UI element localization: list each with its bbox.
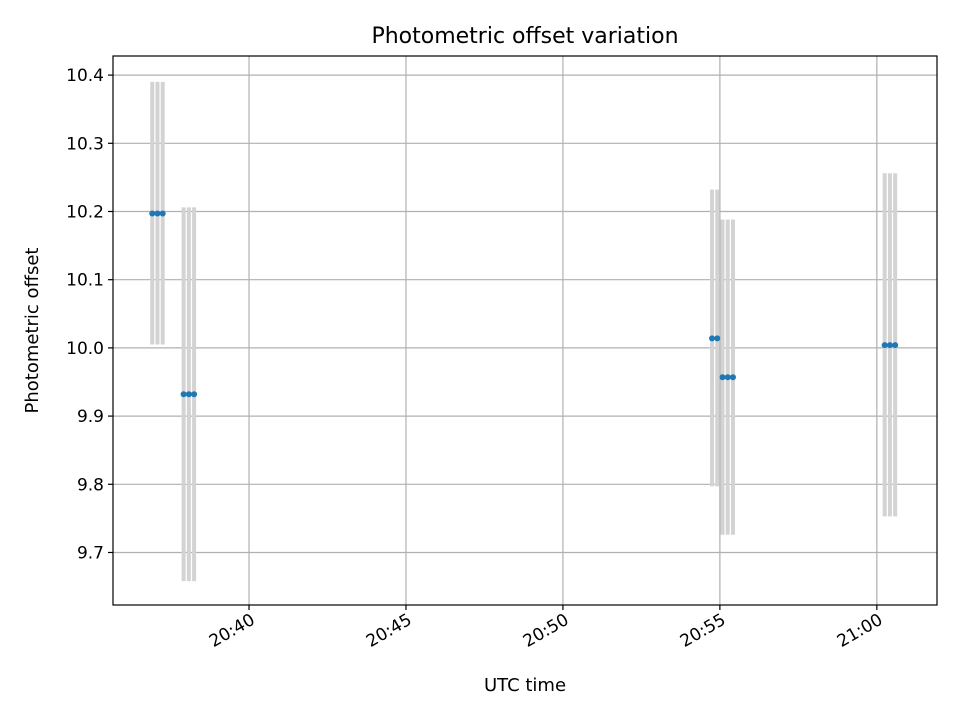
y-axis-label: Photometric offset: [22, 248, 43, 414]
plot-frame: [112, 55, 938, 606]
data-point: [719, 374, 726, 381]
y-tick-label: 10.3: [66, 134, 104, 154]
data-point: [180, 391, 187, 398]
y-tick-label: 9.8: [77, 475, 104, 495]
data-point: [724, 374, 731, 381]
data-point: [191, 391, 198, 398]
data-point: [881, 342, 888, 349]
data-point: [892, 342, 899, 349]
chart-title: Photometric offset variation: [371, 24, 678, 49]
data-point: [714, 335, 721, 342]
data-point: [154, 210, 161, 217]
y-tick-label: 10.4: [66, 66, 104, 86]
x-axis-label: UTC time: [484, 675, 566, 696]
data-point: [159, 210, 166, 217]
y-tick-label: 10.0: [66, 339, 104, 359]
data-point: [149, 210, 156, 217]
marker-layer: [149, 210, 899, 398]
data-point: [886, 342, 893, 349]
data-point: [709, 335, 716, 342]
y-tick-label: 10.1: [66, 271, 104, 291]
y-tick-label: 9.9: [77, 407, 104, 427]
y-tick-label: 10.2: [66, 202, 104, 222]
data-point: [729, 374, 736, 381]
y-tick-label: 9.7: [77, 543, 104, 563]
data-point: [185, 391, 192, 398]
grid-layer: [113, 56, 937, 605]
